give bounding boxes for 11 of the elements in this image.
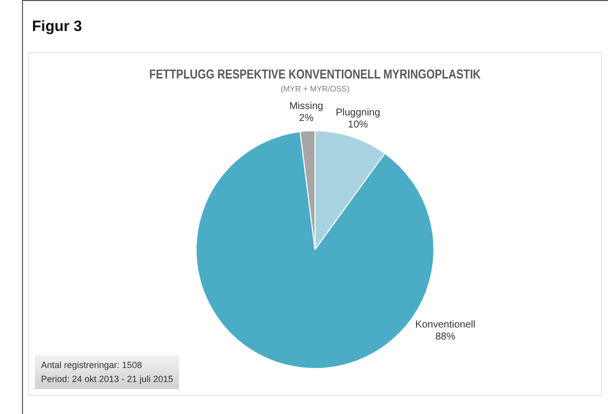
data-label: 10% [348,120,368,130]
data-label: 88% [435,332,456,343]
slice-label: Konventionell [415,320,476,331]
text: Antal registreringar: 1508 [41,359,144,372]
slice-label: Missing [289,100,324,112]
slice-label: Pluggning [336,108,380,118]
text: Period: 24 okt 2013 - 21 juli 2015 [41,373,174,386]
text: Figur 3 [32,18,82,35]
chart-title: FETTPLUGG RESPEKTIVE KONVENTIONELL MYRINGOPLASTIK [149,66,482,82]
data-label: 2% [299,112,314,124]
chart-subtitle: (MYR + MYR/OSS) [280,84,350,94]
